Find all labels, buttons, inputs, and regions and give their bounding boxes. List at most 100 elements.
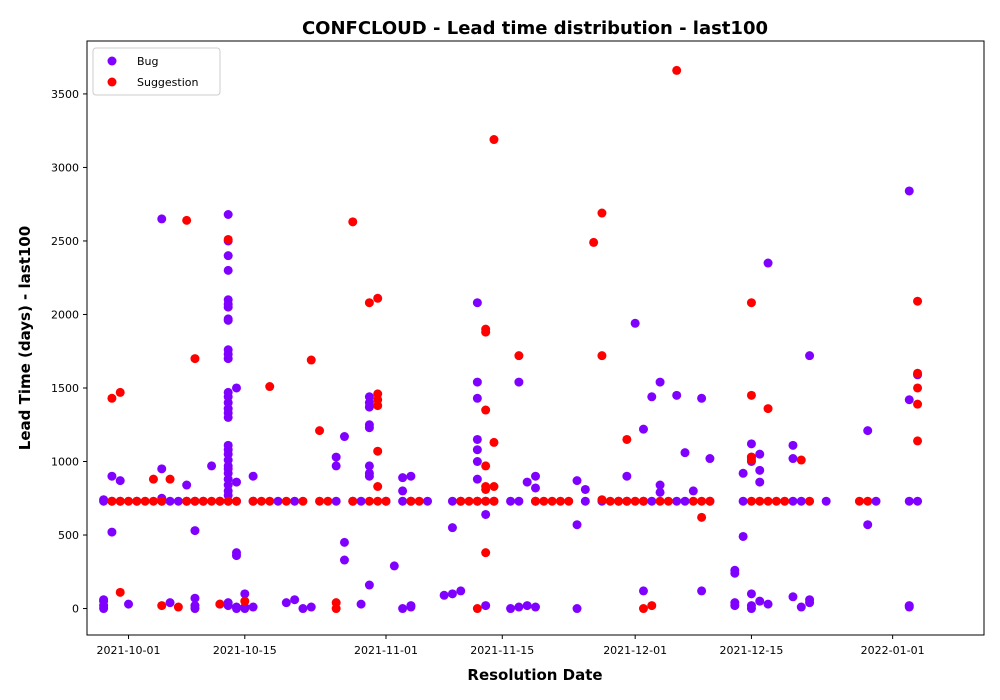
data-point-suggestion	[456, 496, 466, 506]
x-tick-label: 2022-01-01	[861, 644, 925, 657]
data-point-bug	[389, 561, 399, 571]
data-point-bug	[232, 477, 241, 487]
data-point-suggestion	[182, 496, 192, 506]
x-tick-label: 2021-12-01	[603, 644, 667, 657]
data-point-bug	[165, 598, 175, 608]
data-point-bug	[472, 434, 482, 444]
data-point-suggestion	[115, 587, 125, 597]
data-point-bug	[248, 471, 258, 481]
data-point-bug	[232, 551, 241, 561]
data-point-suggestion	[472, 604, 482, 614]
data-point-bug	[406, 471, 416, 481]
data-point-bug	[182, 480, 192, 490]
data-point-bug	[364, 423, 374, 433]
x-tick-label: 2021-10-15	[213, 644, 277, 657]
data-point-bug	[755, 465, 765, 475]
data-point-suggestion	[555, 496, 565, 506]
data-point-suggestion	[348, 217, 358, 227]
data-point-suggestion	[265, 382, 275, 392]
data-point-suggestion	[854, 496, 864, 506]
data-point-bug	[904, 186, 914, 196]
data-point-bug	[522, 477, 532, 487]
data-point-suggestion	[215, 599, 225, 609]
data-point-bug	[904, 395, 914, 405]
data-point-bug	[904, 496, 914, 506]
data-point-bug	[331, 496, 341, 506]
data-point-suggestion	[124, 496, 134, 506]
data-point-suggestion	[672, 65, 682, 75]
data-point-suggestion	[697, 512, 707, 522]
data-point-bug	[788, 454, 798, 464]
data-point-bug	[755, 477, 765, 487]
data-point-suggestion	[306, 355, 316, 365]
data-point-bug	[207, 461, 217, 471]
data-point-suggestion	[115, 496, 125, 506]
data-point-suggestion	[481, 405, 491, 415]
data-point-bug	[531, 483, 540, 493]
data-point-suggestion	[705, 496, 715, 506]
data-point-suggestion	[755, 496, 765, 506]
data-point-suggestion	[215, 496, 225, 506]
data-point-suggestion	[630, 496, 640, 506]
data-point-bug	[788, 440, 798, 450]
data-point-bug	[339, 537, 349, 547]
legend-label-suggestion: Suggestion	[137, 76, 199, 89]
data-point-suggestion	[281, 496, 291, 506]
data-point-bug	[580, 484, 590, 494]
data-point-bug	[688, 486, 698, 496]
data-point-suggestion	[315, 496, 325, 506]
data-point-bug	[398, 496, 408, 506]
data-point-suggestion	[414, 496, 424, 506]
data-point-suggestion	[190, 496, 200, 506]
data-point-bug	[805, 598, 815, 608]
data-point-bug	[124, 599, 134, 609]
data-point-bug	[672, 496, 682, 506]
data-point-bug	[796, 496, 806, 506]
data-point-suggestion	[913, 368, 923, 378]
data-point-bug	[904, 601, 914, 611]
y-axis-label: Lead Time (days) - last100	[16, 226, 34, 450]
data-point-suggestion	[746, 455, 756, 465]
data-point-suggestion	[348, 496, 358, 506]
data-point-bug	[165, 496, 175, 506]
data-point-bug	[223, 265, 233, 275]
data-point-suggestion	[514, 351, 524, 361]
data-point-suggestion	[746, 298, 756, 308]
data-point-bug	[630, 318, 640, 328]
data-point-suggestion	[913, 436, 923, 446]
data-point-bug	[472, 457, 482, 466]
data-point-bug	[821, 496, 831, 506]
data-point-bug	[655, 377, 665, 387]
data-point-bug	[871, 496, 881, 506]
x-tick-label: 2021-10-01	[97, 644, 161, 657]
data-point-suggestion	[406, 496, 416, 506]
data-point-bug	[398, 473, 408, 483]
data-point-bug	[514, 602, 524, 612]
plot-frame	[86, 40, 985, 636]
data-point-bug	[456, 586, 466, 596]
data-point-suggestion	[373, 401, 383, 411]
data-point-bug	[364, 402, 374, 412]
data-point-suggestion	[315, 426, 325, 436]
data-point-suggestion	[256, 496, 266, 506]
data-point-suggestion	[638, 604, 648, 614]
data-point-bug	[572, 604, 582, 614]
data-point-bug	[647, 392, 657, 402]
data-point-bug	[240, 589, 250, 599]
data-point-suggestion	[481, 461, 491, 471]
data-point-bug	[406, 602, 416, 612]
legend-box	[92, 47, 221, 96]
data-point-suggestion	[331, 598, 341, 608]
data-point-suggestion	[647, 601, 657, 611]
y-tick-label: 3000	[51, 161, 79, 174]
data-point-bug	[796, 602, 806, 612]
data-point-suggestion	[298, 496, 308, 506]
x-tick-label: 2021-11-01	[354, 644, 418, 657]
data-point-bug	[364, 471, 374, 481]
data-point-suggestion	[148, 496, 158, 506]
data-point-bug	[115, 476, 125, 486]
data-point-bug	[638, 586, 648, 596]
data-point-suggestion	[489, 135, 499, 145]
